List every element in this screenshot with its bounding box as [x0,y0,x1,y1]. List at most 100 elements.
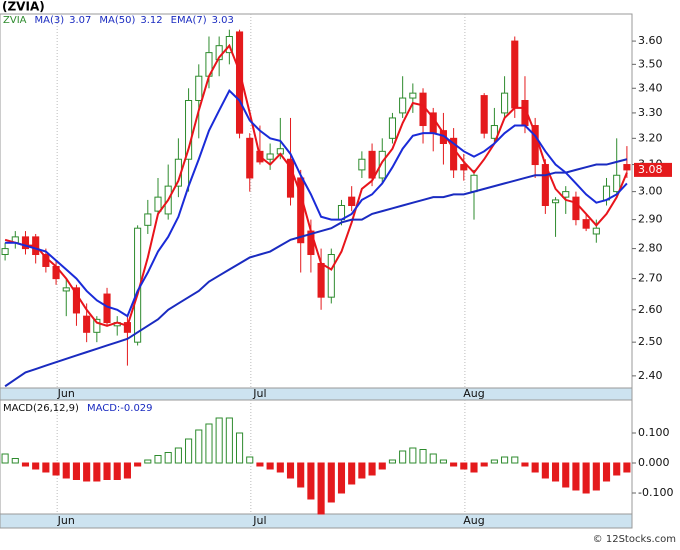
indicator-line [4,43,628,328]
candle-body [409,92,417,99]
y-tick-label: 2.50 [638,335,663,348]
candle-body [592,227,600,235]
macd-bar [52,462,60,476]
candle-body [501,92,509,114]
legend-name: EMA(7) [171,15,207,26]
macd-bar [174,447,182,464]
candle-body [460,164,468,171]
macd-bar [572,462,580,491]
candle-body [21,236,30,250]
macd-bar [337,462,346,494]
macd-bar [521,462,529,467]
y-tick-label: 2.90 [638,213,663,226]
y-tick-label: 3.40 [638,81,663,94]
macd-bar [409,447,417,464]
macd-bar [470,462,478,473]
candle-body [388,117,397,139]
last-price-box [634,162,672,177]
y-tick-label: 3.60 [638,34,663,47]
candle-body [246,137,254,179]
x-tick-label: Jun [57,514,75,527]
x-tick-label: Aug [463,514,484,527]
macd-bar [276,462,284,473]
candle-body [368,150,376,179]
candle-body [266,153,274,160]
macd-bar [103,462,111,480]
macd-bar [246,456,254,464]
candle-body [297,177,305,244]
macd-bar [256,462,264,467]
candle-body [613,174,621,193]
y-tick-label: 2.60 [638,303,663,316]
candle-body [195,75,203,102]
y-tick-label: 3.00 [638,185,663,198]
y-tick-label: 2.70 [638,272,663,285]
y-tick-label: -0.100 [638,486,673,499]
macd-bar [511,456,519,464]
indicator-line [4,158,628,388]
y-tick-label: 3.50 [638,57,663,70]
macd-bar [21,462,30,467]
candle-body [358,158,366,171]
candle-body [399,97,407,114]
candle-body [185,100,193,160]
macd-bar [225,417,233,464]
x-tick-label: Aug [463,387,484,400]
candle-body [327,254,335,298]
macd-bar [327,462,335,503]
macd-bar [582,462,590,494]
macd-bar [480,462,488,467]
macd-bar [613,462,621,476]
macd-bar [72,462,81,480]
indicator-line [5,89,628,318]
macd-bar [592,462,600,491]
y-tick-label: 3.30 [638,106,663,119]
macd-bar [11,458,19,464]
candle-body [144,213,152,226]
macd-bar [551,462,560,482]
macd-bar [460,462,468,470]
y-tick-label: 0.000 [638,456,670,469]
legend-symbol: ZVIA [3,15,27,26]
legend-value: 3.07 [69,15,91,26]
macd-bar [205,423,213,464]
legend-name: MA(3) [34,15,64,26]
macd-bar [562,462,570,488]
macd-bar [297,462,305,488]
macd-bar [185,438,193,464]
macd-bar [93,462,101,482]
y-tick-label: 0.100 [638,426,670,439]
candle-body [93,318,101,333]
candle-body [511,40,519,109]
date-strip [0,513,633,529]
macd-bar [541,462,549,479]
macd-title: MACD(26,12,9) [3,403,79,414]
macd-bar [62,462,70,479]
macd-bar [195,429,203,464]
macd-bar [215,417,223,464]
macd-bar [42,462,50,473]
candle-body [378,150,386,179]
candle-body [572,196,580,221]
macd-bar [134,462,142,467]
macd-bar [378,462,386,470]
y-tick-label: 2.80 [638,242,663,255]
legend-value: 3.03 [212,15,234,26]
macd-bar [164,452,172,464]
chart-title: (ZVIA) [2,0,45,14]
macd-bar [144,459,152,464]
macd-bar [531,462,539,473]
candle-body [490,125,498,139]
macd-bar [419,449,427,464]
macd-bar [154,455,162,464]
macd-bar [388,459,397,464]
macd-bar [83,462,91,482]
macd-bar [123,462,131,479]
candle-body [470,174,478,193]
macd-bar [307,462,315,500]
macd-bar [358,462,366,479]
candle-body [154,196,162,212]
y-tick-label: 3.20 [638,131,663,144]
x-tick-label: Jun [57,387,75,400]
